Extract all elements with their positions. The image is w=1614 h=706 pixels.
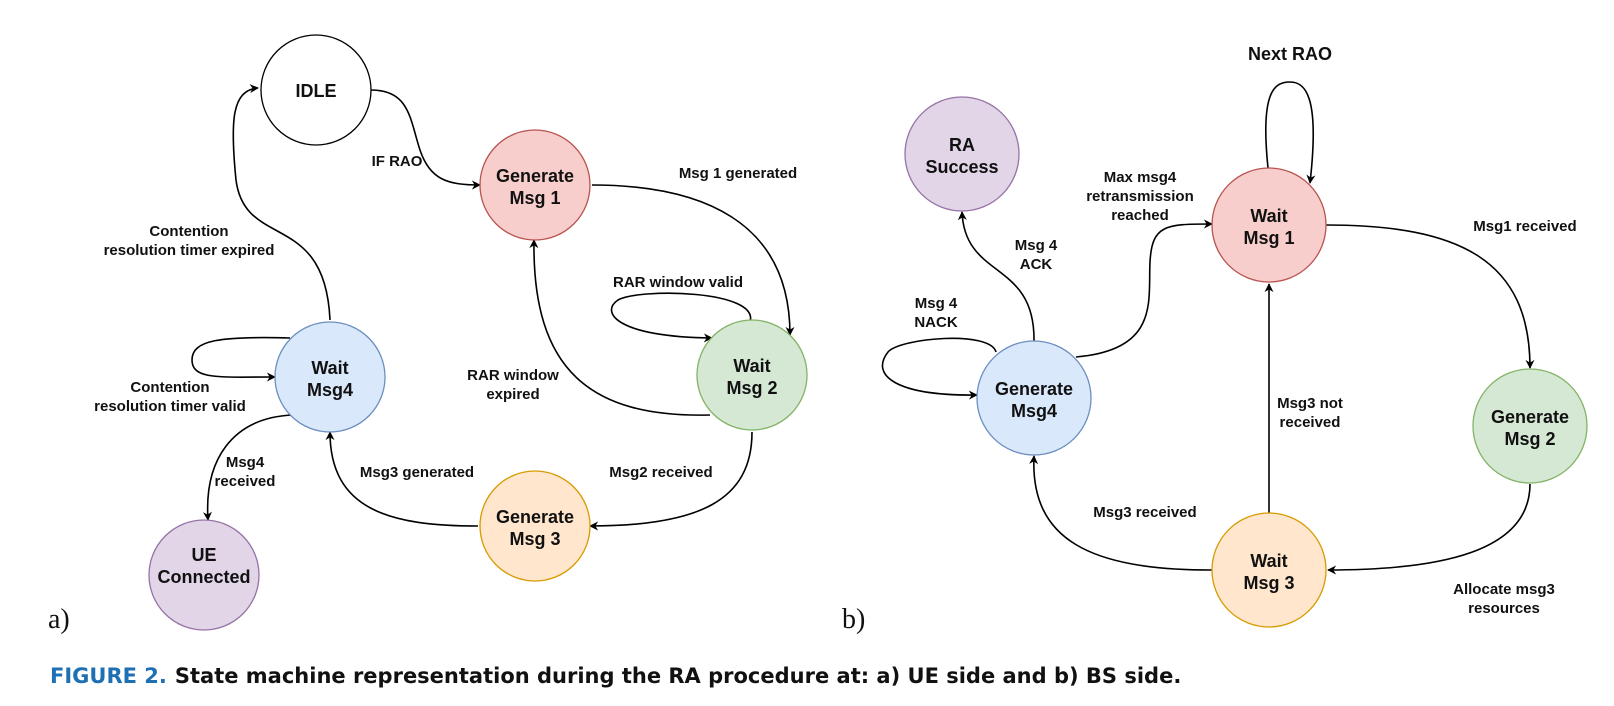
- node-wait-msg1: Wait Msg 1: [1211, 167, 1327, 283]
- node-wait-msg3-label-line2: Msg 3: [1243, 573, 1294, 593]
- edge-wait-msg2-self-loop: [610, 292, 752, 343]
- edge-wait-msg1-self-loop: [1264, 81, 1316, 184]
- node-generate-msg3-label-line1: Generate: [496, 507, 574, 527]
- node-wait-msg2: Wait Msg 2: [696, 319, 808, 431]
- label-max-msg4-line2: retransmission: [1086, 188, 1194, 205]
- panel-b-nodes: Wait Msg 1 Generate Msg 2 Wait Msg 3 Gen…: [904, 96, 1588, 628]
- label-msg4-ack-line2: ACK: [1020, 256, 1053, 273]
- node-generate-msg2-label-line1: Generate: [1491, 407, 1569, 427]
- figure-caption: FIGURE 2. State machine representation du…: [50, 664, 1590, 688]
- node-wait-msg4-label-line2: Msg4: [307, 380, 353, 400]
- label-if-rao: IF RAO: [372, 153, 423, 170]
- label-contention-valid-line1: Contention: [130, 379, 209, 396]
- label-next-rao: Next RAO: [1248, 44, 1332, 64]
- label-max-msg4-line1: Max msg4: [1104, 169, 1177, 186]
- node-ue-connected-label-line1: UE: [191, 545, 216, 565]
- label-msg3-received: Msg3 received: [1093, 504, 1196, 521]
- label-allocate-msg3-line2: resources: [1468, 600, 1540, 617]
- label-msg4-nack-line2: NACK: [914, 314, 957, 331]
- label-msg1-generated: Msg 1 generated: [679, 165, 797, 182]
- panel-b-label: b): [842, 604, 865, 635]
- node-idle: IDLE: [260, 34, 372, 146]
- node-wait-msg4-shape: [274, 321, 386, 433]
- label-rar-window-expired-line2: expired: [486, 386, 539, 403]
- node-wait-msg2-shape: [696, 319, 808, 431]
- edge-wait-msg4-to-ue-connected: [202, 414, 293, 521]
- state-machine-diagram: IDLE Generate Msg 1 Wait Msg 2 Generate …: [48, 34, 1588, 635]
- node-idle-label: IDLE: [295, 81, 336, 101]
- edge-generate-msg1-to-wait-msg2: [591, 184, 795, 336]
- node-wait-msg1-label-line1: Wait: [1250, 206, 1287, 226]
- label-msg3-not-received-line2: received: [1280, 414, 1341, 431]
- edge-generate-msg4-to-wait-msg1: [1075, 219, 1213, 358]
- node-generate-msg2-shape: [1472, 368, 1588, 484]
- label-msg2-received: Msg2 received: [609, 464, 712, 481]
- node-generate-msg2: Generate Msg 2: [1472, 368, 1588, 484]
- node-ra-success-shape: [904, 96, 1020, 212]
- node-ue-connected-label-line2: Connected: [157, 567, 250, 587]
- node-generate-msg1-label-line2: Msg 1: [509, 188, 560, 208]
- node-wait-msg3: Wait Msg 3: [1211, 512, 1327, 628]
- label-msg4-received-line2: received: [215, 473, 276, 490]
- node-wait-msg3-label-line1: Wait: [1250, 551, 1287, 571]
- edge-wait-msg3-to-generate-msg4: [1029, 455, 1213, 571]
- edge-generate-msg4-self-loop: [881, 337, 997, 400]
- node-generate-msg3-label-line2: Msg 3: [509, 529, 560, 549]
- node-generate-msg1-shape: [479, 129, 591, 241]
- label-contention-valid-line2: resolution timer valid: [94, 398, 246, 415]
- edge-idle-to-generate-msg1: [370, 89, 481, 190]
- node-wait-msg2-label-line1: Wait: [733, 356, 770, 376]
- panel-a-label: a): [48, 604, 70, 635]
- node-wait-msg4-label-line1: Wait: [311, 358, 348, 378]
- label-contention-expired-line1: Contention: [149, 223, 228, 240]
- panel-a-edge-labels: IF RAO Msg 1 generated RAR window valid …: [94, 153, 797, 490]
- node-ue-connected-shape: [148, 519, 260, 631]
- panel-a-nodes: IDLE Generate Msg 1 Wait Msg 2 Generate …: [148, 34, 808, 631]
- node-wait-msg1-shape: [1211, 167, 1327, 283]
- node-generate-msg4: Generate Msg4: [976, 340, 1092, 456]
- node-generate-msg1-label-line1: Generate: [496, 166, 574, 186]
- edge-wait-msg4-to-idle: [232, 84, 331, 321]
- edge-wait-msg4-self-loop: [191, 336, 291, 382]
- label-allocate-msg3-line1: Allocate msg3: [1453, 581, 1555, 598]
- edge-wait-msg2-to-generate-msg1: [529, 239, 711, 416]
- label-msg3-not-received-line1: Msg3 not: [1277, 395, 1343, 412]
- figure-caption-text: State machine representation during the …: [174, 664, 1182, 688]
- label-max-msg4-line3: reached: [1111, 207, 1169, 224]
- node-ra-success-label-line1: RA: [949, 135, 975, 155]
- node-idle-shape: [260, 34, 372, 146]
- edge-wait-msg2-to-generate-msg3: [589, 431, 753, 531]
- node-ra-success: RA Success: [904, 96, 1020, 212]
- edge-generate-msg4-to-ra-success: [957, 211, 1035, 342]
- label-contention-expired-line2: resolution timer expired: [104, 242, 275, 259]
- node-generate-msg3: Generate Msg 3: [479, 470, 591, 582]
- label-rar-window-valid: RAR window valid: [613, 274, 743, 291]
- label-msg3-generated: Msg3 generated: [360, 464, 474, 481]
- node-generate-msg4-label-line2: Msg4: [1011, 401, 1057, 421]
- edge-wait-msg1-to-generate-msg2: [1325, 224, 1535, 369]
- panel-b-edges: [881, 81, 1535, 575]
- node-generate-msg4-label-line1: Generate: [995, 379, 1073, 399]
- edge-generate-msg3-to-wait-msg4: [325, 431, 479, 527]
- label-msg4-ack-line1: Msg 4: [1015, 237, 1058, 254]
- node-ue-connected: UE Connected: [148, 519, 260, 631]
- node-wait-msg1-label-line2: Msg 1: [1243, 228, 1294, 248]
- label-msg4-nack-line1: Msg 4: [915, 295, 958, 312]
- node-ra-success-label-line2: Success: [925, 157, 998, 177]
- node-wait-msg4: Wait Msg4: [274, 321, 386, 433]
- panel-a-edges: [191, 84, 795, 531]
- figure-label: FIGURE 2.: [50, 664, 167, 688]
- node-generate-msg2-label-line2: Msg 2: [1504, 429, 1555, 449]
- edge-generate-msg2-to-wait-msg3: [1327, 483, 1531, 575]
- node-wait-msg3-shape: [1211, 512, 1327, 628]
- node-generate-msg3-shape: [479, 470, 591, 582]
- node-generate-msg4-shape: [976, 340, 1092, 456]
- node-wait-msg2-label-line2: Msg 2: [726, 378, 777, 398]
- panel-b-edge-labels: Next RAO Msg1 received Allocate msg3 res…: [914, 44, 1576, 617]
- node-generate-msg1: Generate Msg 1: [479, 129, 591, 241]
- label-rar-window-expired-line1: RAR window: [467, 367, 559, 384]
- label-msg4-received-line1: Msg4: [226, 454, 265, 471]
- label-msg1-received: Msg1 received: [1473, 218, 1576, 235]
